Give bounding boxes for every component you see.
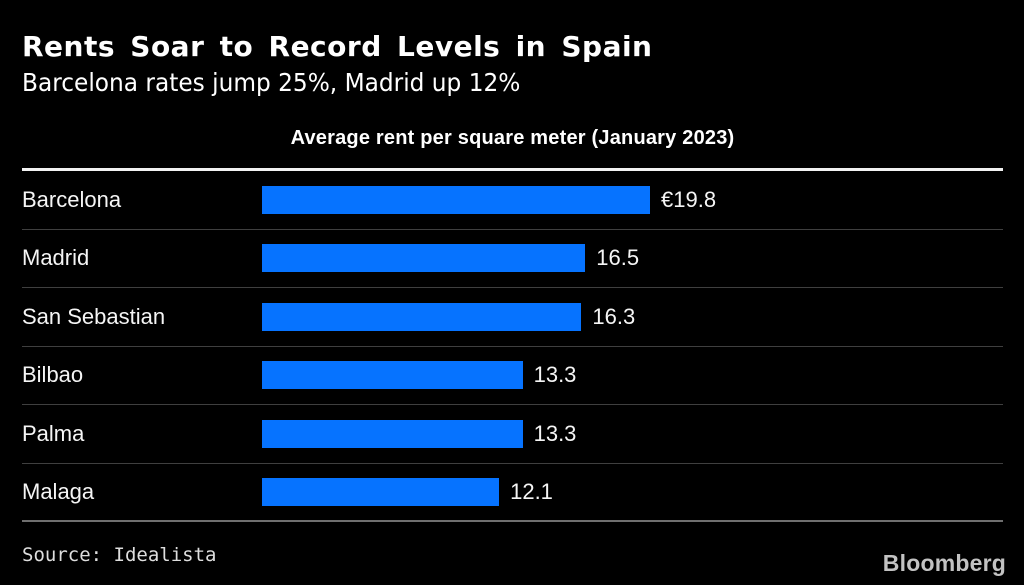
source-note: Source: Idealista <box>22 544 217 566</box>
chart-row: Malaga 12.1 <box>22 464 1003 522</box>
bar <box>262 419 523 448</box>
bar-value-label: 16.3 <box>592 303 636 329</box>
bar-value-label: 16.5 <box>596 245 640 271</box>
bar <box>262 361 523 390</box>
bar-category-label: Bilbao <box>22 362 84 388</box>
chart-title: Average rent per square meter (January 2… <box>290 127 735 149</box>
bar-value-label: 13.3 <box>533 362 577 388</box>
bar <box>262 185 650 214</box>
bar-category-label: San Sebastian <box>22 303 166 329</box>
chart-rows: Barcelona €19.8 Madrid 16.5 San Sebastian 16.… <box>22 171 1003 522</box>
bar-category-label: Malaga <box>22 478 95 504</box>
bar-category-label: Barcelona <box>22 186 122 212</box>
bloomberg-logo: Bloomberg <box>882 550 1006 576</box>
page-subtitle: Barcelona rates jump 25%, Madrid up 12% <box>22 68 521 97</box>
bar <box>262 302 582 331</box>
bar-category-label: Palma <box>22 420 85 446</box>
chart-row: Bilbao 13.3 <box>22 347 1003 405</box>
bar <box>262 244 586 273</box>
chart-top-rule <box>22 168 1003 171</box>
chart-row: Barcelona €19.8 <box>22 171 1003 230</box>
chart-row: Madrid 16.5 <box>22 230 1003 288</box>
chart-row: Palma 13.3 <box>22 405 1003 464</box>
bar-value-label: 13.3 <box>533 420 577 446</box>
bar-category-label: Madrid <box>22 245 90 271</box>
bar-value-label: €19.8 <box>661 186 717 212</box>
bar-value-label: 12.1 <box>510 478 553 504</box>
page-title: Rents Soar to Record Levels in Spain <box>22 30 653 63</box>
bar <box>262 477 500 506</box>
chart-row: San Sebastian 16.3 <box>22 288 1003 347</box>
